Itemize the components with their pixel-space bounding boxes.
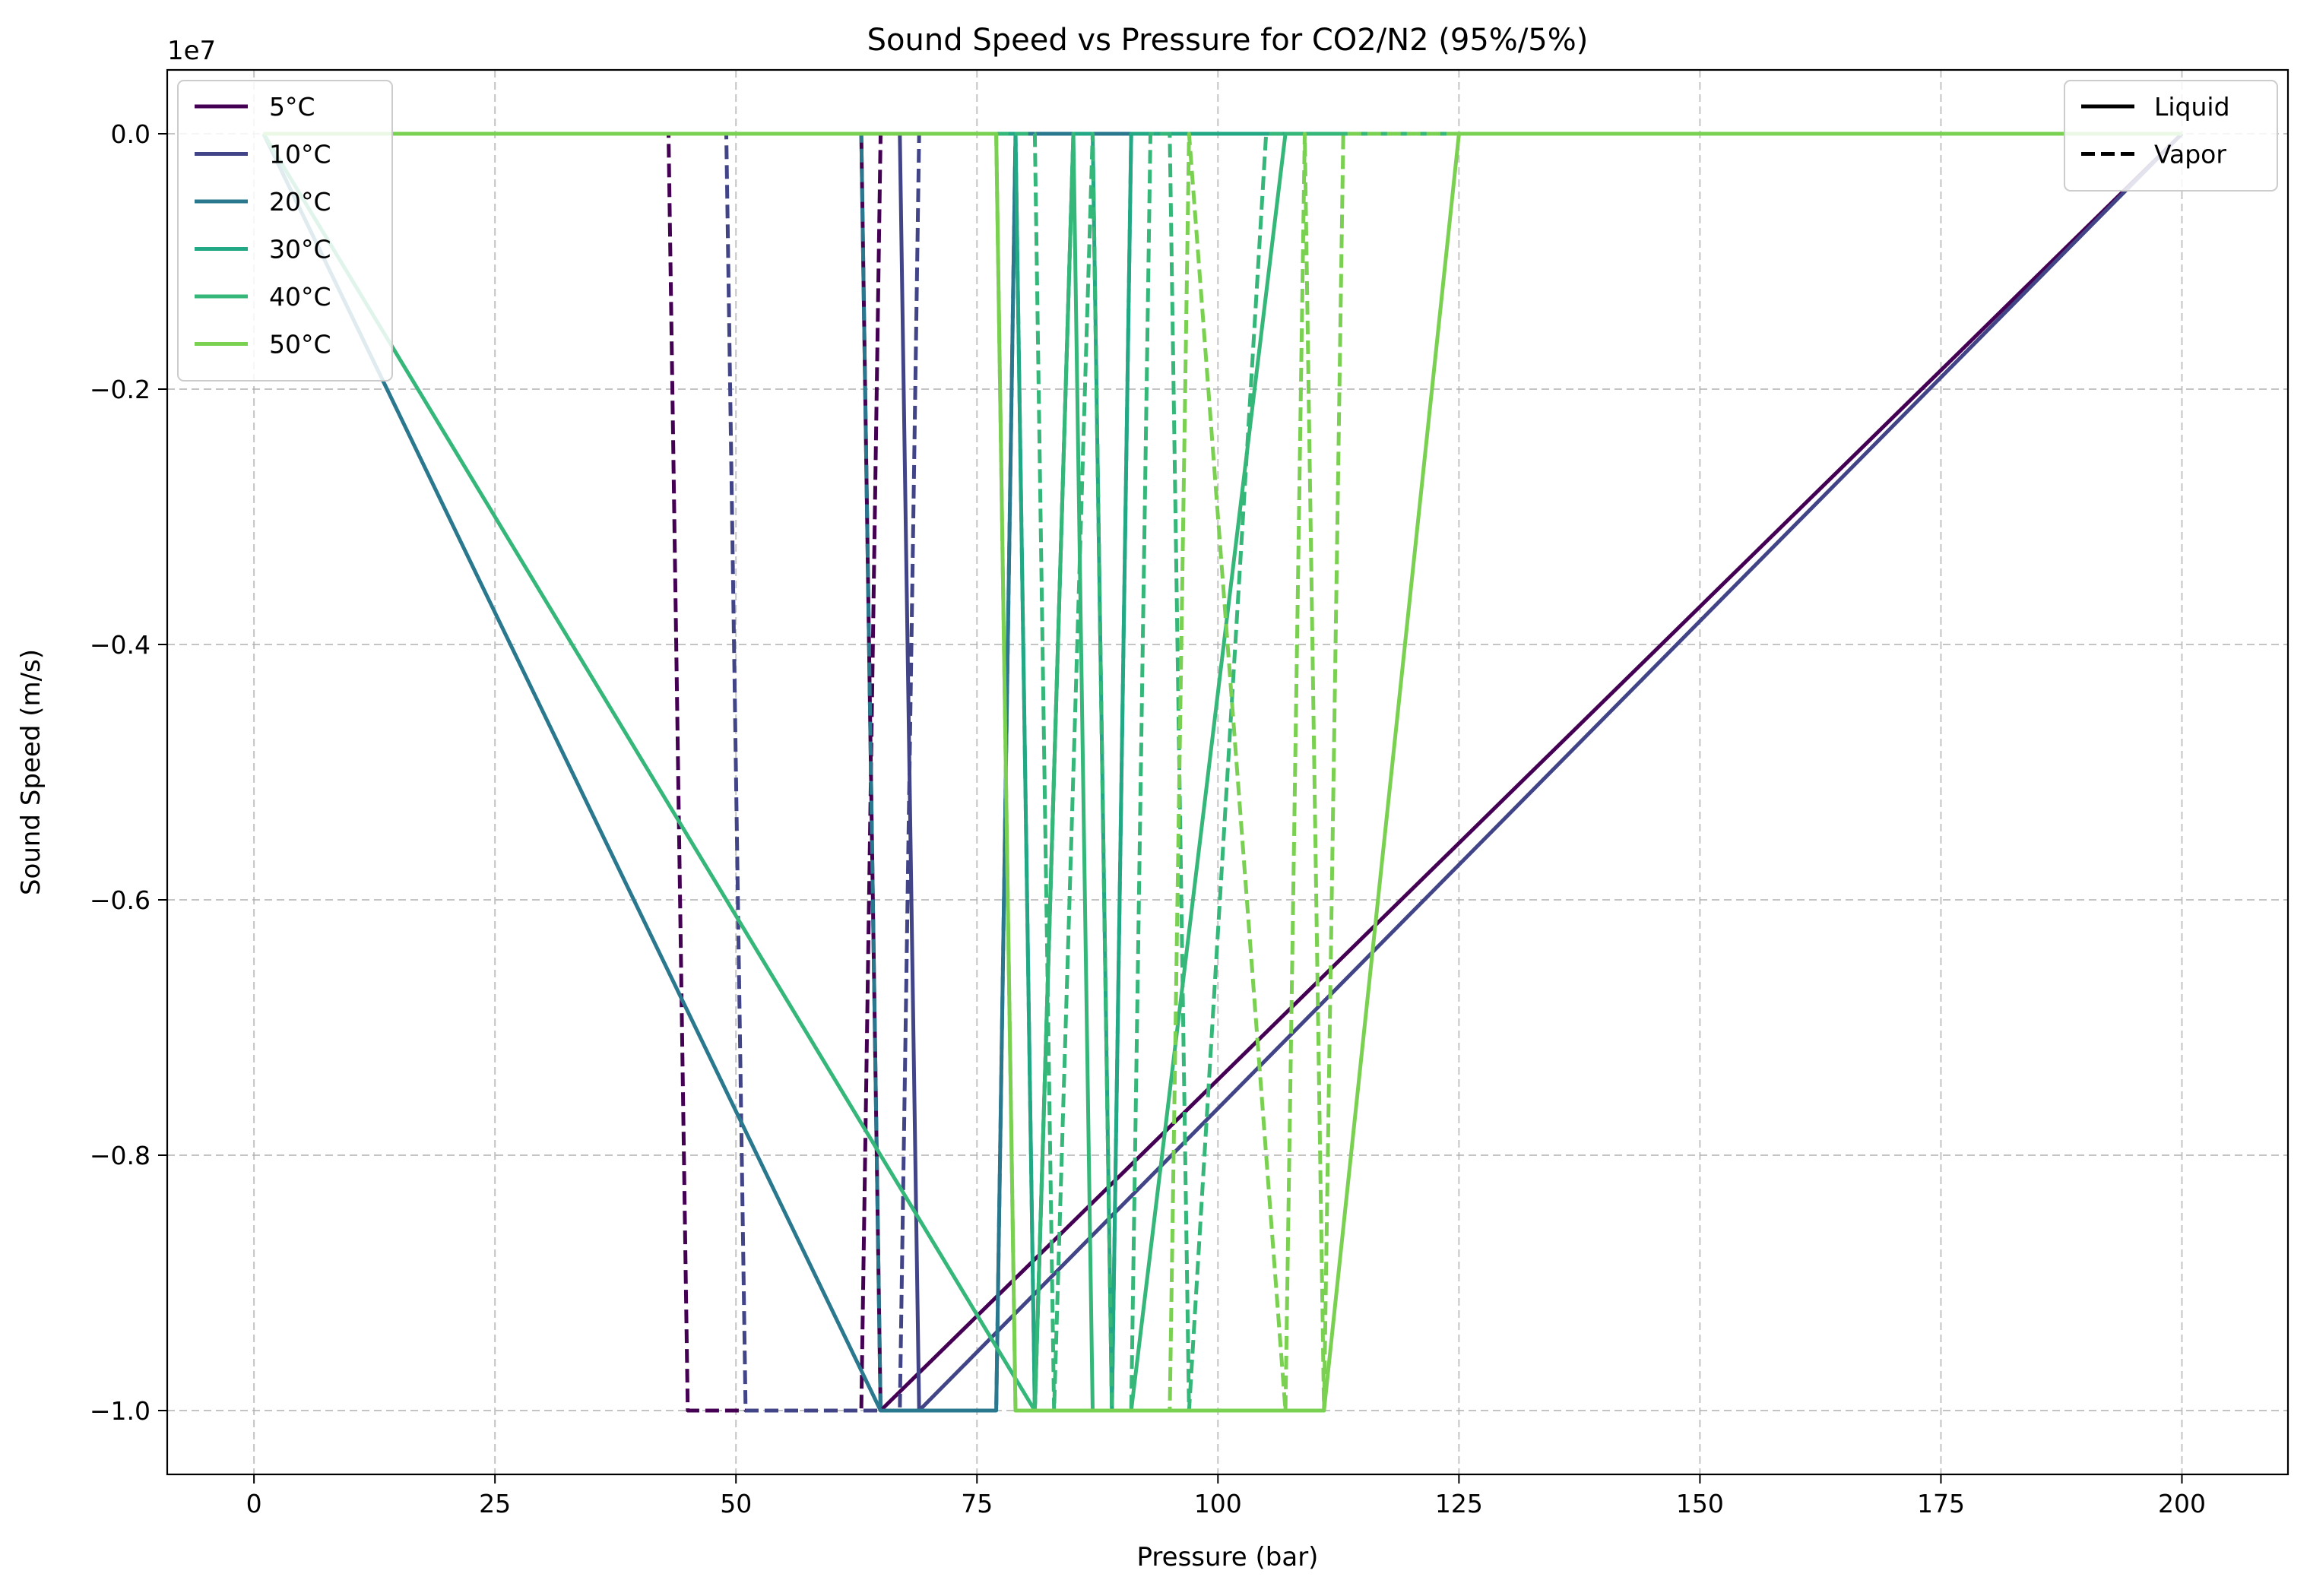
legend-label: 20°C bbox=[269, 187, 331, 217]
x-tick-label: 25 bbox=[479, 1489, 511, 1518]
plot-series bbox=[261, 131, 2184, 1413]
series-line-4-vapor bbox=[263, 131, 2182, 1413]
legend-label: 40°C bbox=[269, 282, 331, 312]
legend-label: 50°C bbox=[269, 330, 331, 359]
series-line-3-liquid bbox=[263, 131, 2182, 1413]
x-tick-label: 175 bbox=[1917, 1489, 1965, 1518]
x-axis-label: Pressure (bar) bbox=[1137, 1542, 1319, 1572]
legend-label: 5°C bbox=[269, 92, 315, 122]
plot-frame bbox=[166, 68, 2289, 1476]
x-tick-label: 50 bbox=[720, 1489, 752, 1518]
x-tick-label: 75 bbox=[961, 1489, 993, 1518]
axis-ticks: 0 25 50 75 100 125 150 175 200 0.0 −0.2 −0.4 −0.6 −0.… bbox=[90, 119, 2206, 1518]
y-tick-label: −0.2 bbox=[90, 375, 151, 404]
y-axis-offset-text: 1e7 bbox=[167, 36, 216, 66]
x-tick-label: 150 bbox=[1676, 1489, 1724, 1518]
x-tick-label: 100 bbox=[1194, 1489, 1242, 1518]
y-tick-label: −0.6 bbox=[90, 885, 151, 915]
legend-label: Liquid bbox=[2154, 92, 2230, 122]
x-tick-label: 125 bbox=[1435, 1489, 1483, 1518]
y-tick-label: 0.0 bbox=[111, 119, 151, 149]
x-tick-label: 200 bbox=[2158, 1489, 2206, 1518]
legend-temperatures: 5°C 10°C 20°C 30°C 40°C 50°C bbox=[177, 80, 393, 382]
chart-title: Sound Speed vs Pressure for CO2/N2 (95%/… bbox=[867, 23, 1589, 58]
x-tick-label: 0 bbox=[246, 1489, 262, 1518]
legend-phase: Liquid Vapor bbox=[2064, 80, 2278, 192]
series-line-5-vapor bbox=[263, 131, 2182, 1413]
legend-label: 30°C bbox=[269, 235, 331, 264]
y-tick-label: −1.0 bbox=[90, 1396, 151, 1426]
legend-label: 10°C bbox=[269, 140, 331, 169]
grid bbox=[167, 70, 2288, 1474]
y-tick-label: −0.4 bbox=[90, 630, 151, 660]
legend-label: Vapor bbox=[2154, 140, 2226, 169]
y-axis-label: Sound Speed (m/s) bbox=[16, 649, 46, 895]
y-tick-label: −0.8 bbox=[90, 1141, 151, 1170]
